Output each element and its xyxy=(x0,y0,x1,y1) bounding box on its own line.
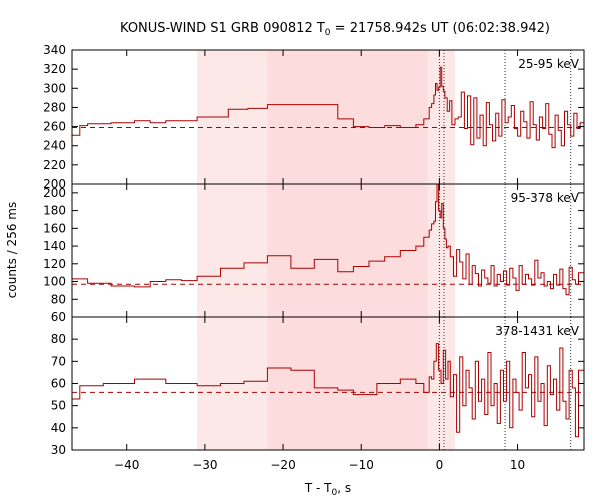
light-curve-2 xyxy=(72,343,584,438)
y-tick-label: 340 xyxy=(43,43,66,57)
y-tick-label: 80 xyxy=(51,292,66,306)
y-tick-label: 200 xyxy=(43,186,66,200)
x-axis-label: T - T0, s xyxy=(304,481,351,498)
y-tick-label: 280 xyxy=(43,100,66,114)
y-axis-label: counts / 256 ms xyxy=(5,202,19,298)
x-tick-label: 10 xyxy=(510,458,525,472)
x-tick-label: −10 xyxy=(349,458,374,472)
y-tick-label: 30 xyxy=(51,443,66,457)
x-axis-label-main: T - T xyxy=(304,481,332,495)
chart-title: KONUS-WIND S1 GRB 090812 T0 = 21758.942s… xyxy=(120,21,550,38)
chart-title-subscript: 0 xyxy=(325,28,331,38)
y-tick-label: 200 xyxy=(43,177,66,191)
y-tick-label: 40 xyxy=(51,421,66,435)
y-tick-label: 300 xyxy=(43,81,66,95)
y-tick-label: 70 xyxy=(51,354,66,368)
light-curve-0 xyxy=(72,66,584,149)
light-curve-1 xyxy=(72,183,584,296)
energy-band-label: 95-378 keV xyxy=(511,191,580,205)
y-tick-label: 260 xyxy=(43,120,66,134)
x-axis-label-subscript: 0 xyxy=(332,488,338,498)
energy-band-label: 378-1431 keV xyxy=(495,324,579,338)
y-tick-label: 50 xyxy=(51,399,66,413)
x-tick-label: −30 xyxy=(192,458,217,472)
y-tick-label: 240 xyxy=(43,139,66,153)
x-tick-label: −20 xyxy=(270,458,295,472)
y-tick-label: 120 xyxy=(43,257,66,271)
y-tick-label: 180 xyxy=(43,204,66,218)
y-tick-label: 60 xyxy=(51,377,66,391)
x-axis-label-tail: , s xyxy=(337,481,351,495)
energy-band-label: 25-95 keV xyxy=(518,57,580,71)
y-tick-label: 60 xyxy=(51,310,66,324)
y-tick-label: 320 xyxy=(43,62,66,76)
y-tick-label: 140 xyxy=(43,239,66,253)
y-tick-label: 220 xyxy=(43,158,66,172)
x-tick-label: −40 xyxy=(114,458,139,472)
chart-title-tail: = 21758.942s UT (06:02:38.942) xyxy=(331,21,550,36)
panel-2: 30 40 50 60 70 80 378-1431 keV xyxy=(51,316,585,457)
x-tick-label: 0 xyxy=(436,458,444,472)
y-tick-label: 100 xyxy=(43,275,66,289)
chart-title-main: KONUS-WIND S1 GRB 090812 T xyxy=(120,21,325,36)
y-tick-label: 160 xyxy=(43,221,66,235)
y-tick-label: 80 xyxy=(51,332,66,346)
